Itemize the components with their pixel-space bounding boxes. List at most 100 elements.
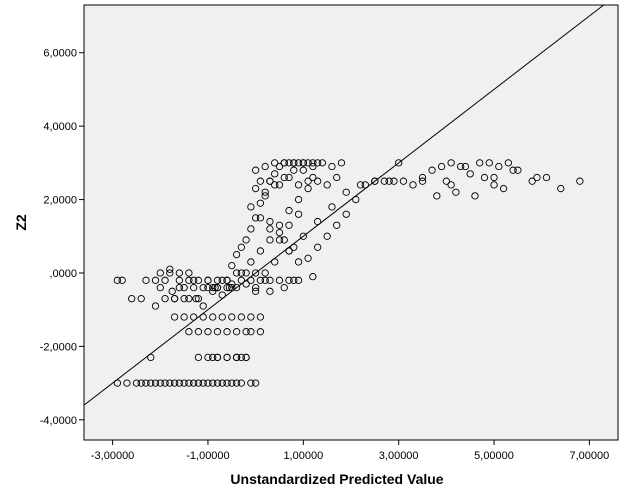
data-point (299, 159, 307, 167)
data-point (304, 254, 312, 262)
data-point (223, 353, 231, 362)
data-points (113, 159, 584, 387)
data-point (209, 287, 217, 295)
data-point (447, 159, 455, 167)
data-point (256, 313, 265, 321)
data-point (294, 195, 303, 204)
data-point (275, 276, 284, 284)
data-point (490, 181, 498, 189)
data-point (175, 276, 184, 284)
data-point (251, 184, 260, 193)
data-point (409, 181, 417, 189)
data-point (113, 379, 122, 387)
data-point (185, 276, 193, 284)
x-tick-label: 7,00000 (570, 450, 610, 462)
data-point (256, 276, 265, 284)
data-point (271, 181, 279, 189)
data-point (280, 284, 288, 292)
data-point (266, 217, 274, 226)
data-point (175, 269, 184, 277)
data-point (290, 243, 298, 251)
data-point (461, 162, 470, 171)
data-point (204, 379, 212, 387)
data-point (299, 166, 307, 174)
data-point (294, 276, 303, 284)
data-point (447, 181, 455, 189)
data-point (166, 269, 174, 277)
plot-area (83, 4, 619, 441)
data-point (304, 159, 312, 167)
data-point (466, 170, 474, 178)
data-point (192, 295, 200, 303)
data-point (170, 379, 179, 387)
data-point (137, 379, 145, 387)
data-point (266, 287, 274, 295)
data-point (232, 269, 241, 277)
data-point (166, 379, 174, 387)
data-point (213, 276, 222, 284)
data-point (328, 162, 336, 171)
data-point (285, 206, 293, 215)
data-point (380, 177, 389, 185)
data-point (313, 217, 322, 226)
data-point (294, 258, 303, 266)
data-point (247, 225, 255, 233)
x-axis: -3,00000 -1,00000 1,00000 3,00000 5,00000 7,0… (91, 440, 609, 462)
data-point (514, 166, 522, 174)
data-point (223, 276, 231, 284)
data-point (185, 269, 193, 277)
data-point (285, 247, 293, 255)
data-point (232, 250, 241, 259)
data-point (156, 379, 164, 387)
data-point (261, 192, 269, 200)
data-point (256, 199, 265, 207)
data-point (151, 379, 160, 387)
y-tick-label: 4,0000 (43, 121, 77, 133)
data-point (242, 280, 250, 288)
data-point (228, 261, 236, 270)
data-point (175, 379, 184, 387)
data-point (342, 210, 350, 218)
data-point (247, 379, 255, 387)
x-tick-label: 5,00000 (474, 450, 514, 462)
data-point (180, 379, 188, 387)
data-point (528, 177, 536, 185)
data-point (228, 284, 236, 292)
data-point (194, 379, 203, 387)
data-point (147, 379, 155, 387)
data-point (476, 159, 484, 167)
data-point (237, 269, 245, 277)
data-point (199, 379, 207, 387)
data-point (128, 295, 136, 303)
data-point (318, 159, 327, 167)
data-point (161, 295, 169, 303)
data-point (342, 188, 350, 196)
data-point (480, 173, 489, 182)
data-point (304, 184, 312, 193)
data-point (313, 243, 322, 251)
data-point (180, 284, 188, 292)
y-tick-label: -2,0000 (40, 341, 77, 353)
data-point (194, 328, 203, 336)
data-point (356, 181, 365, 189)
data-point (213, 379, 222, 387)
data-point (576, 177, 584, 185)
data-point (418, 177, 427, 185)
data-point (285, 221, 293, 229)
data-point (170, 313, 179, 321)
data-point (228, 313, 236, 321)
data-point (275, 181, 284, 189)
data-point (271, 159, 279, 167)
data-point (242, 236, 250, 244)
data-point (294, 159, 303, 167)
data-point (228, 280, 236, 288)
x-tick-label: -3,00000 (91, 450, 134, 462)
data-point (256, 247, 265, 255)
data-point (213, 284, 222, 292)
data-point (261, 162, 269, 171)
data-point (509, 166, 517, 174)
data-point (190, 379, 198, 387)
data-point (442, 177, 451, 185)
data-point (399, 177, 408, 185)
x-tick-label: 1,00000 (283, 450, 323, 462)
